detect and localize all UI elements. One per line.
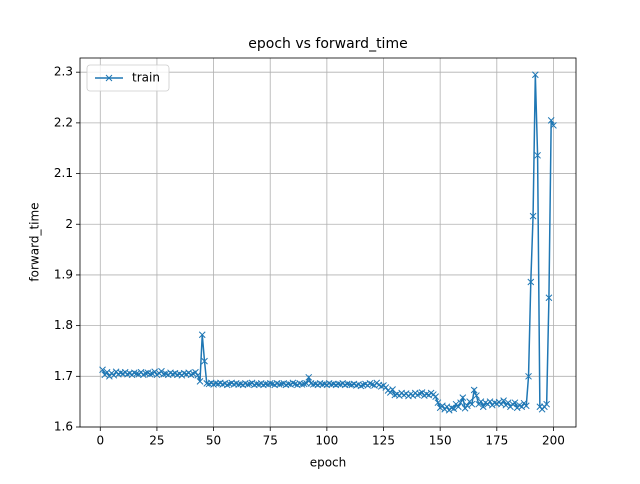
marker bbox=[418, 389, 426, 396]
marker bbox=[470, 386, 478, 394]
marker bbox=[454, 403, 462, 411]
y-tick-label: 2.2 bbox=[54, 115, 73, 129]
x-tick-label: 175 bbox=[485, 434, 508, 448]
y-tick-label: 2.3 bbox=[54, 65, 73, 79]
axes-frame bbox=[79, 57, 577, 428]
marker bbox=[511, 399, 519, 407]
marker bbox=[527, 278, 535, 286]
legend-box bbox=[86, 64, 170, 92]
marker bbox=[448, 404, 455, 412]
marker bbox=[457, 399, 464, 407]
y-tick-label: 1.9 bbox=[54, 267, 73, 281]
marker bbox=[529, 212, 537, 220]
x-tick-label: 0 bbox=[96, 434, 104, 448]
marker bbox=[305, 373, 313, 381]
marker bbox=[550, 122, 557, 129]
marker bbox=[187, 371, 195, 379]
marker bbox=[146, 370, 154, 378]
marker bbox=[545, 294, 553, 302]
marker bbox=[504, 399, 512, 407]
marker bbox=[192, 368, 199, 376]
marker bbox=[479, 403, 487, 411]
marker bbox=[547, 116, 555, 124]
marker bbox=[151, 368, 159, 376]
marker bbox=[463, 402, 471, 410]
x-tick-label: 50 bbox=[206, 434, 221, 448]
x-tick-label: 150 bbox=[429, 434, 452, 448]
marker bbox=[158, 367, 165, 375]
x-tick-label: 125 bbox=[372, 434, 395, 448]
legend-marker bbox=[105, 74, 113, 82]
marker bbox=[459, 394, 467, 401]
x-tick-label: 25 bbox=[149, 434, 164, 448]
marker bbox=[133, 370, 140, 378]
marker bbox=[416, 390, 424, 397]
y-tick-label: 1.6 bbox=[54, 420, 73, 434]
marker bbox=[531, 71, 539, 79]
x-tick-label: 200 bbox=[542, 434, 565, 448]
chart-title: epoch vs forward_time bbox=[248, 36, 407, 52]
marker bbox=[289, 379, 297, 387]
marker bbox=[357, 382, 365, 390]
marker bbox=[386, 389, 394, 396]
marker bbox=[434, 399, 442, 407]
marker bbox=[534, 151, 541, 159]
marker bbox=[300, 380, 308, 388]
marker bbox=[368, 381, 376, 388]
x-tick-label: 100 bbox=[315, 434, 338, 448]
marker bbox=[522, 402, 530, 410]
y-tick-label: 1.8 bbox=[54, 318, 73, 332]
marker bbox=[468, 400, 476, 408]
marker bbox=[543, 400, 551, 408]
marker bbox=[366, 380, 374, 387]
marker bbox=[500, 397, 507, 404]
marker bbox=[450, 405, 458, 413]
y-tick-label: 2 bbox=[65, 217, 73, 231]
marker bbox=[99, 366, 106, 374]
marker bbox=[196, 378, 204, 385]
x-tick-label: 75 bbox=[263, 434, 278, 448]
marker bbox=[130, 369, 138, 377]
marker bbox=[244, 381, 251, 388]
y-axis-label: forward_time bbox=[28, 202, 42, 281]
marker bbox=[432, 393, 439, 400]
marker bbox=[194, 371, 202, 379]
marker bbox=[473, 392, 480, 399]
marker bbox=[525, 372, 532, 380]
marker bbox=[198, 331, 206, 339]
marker bbox=[201, 357, 208, 365]
y-tick-label: 1.7 bbox=[54, 369, 73, 383]
legend-label: train bbox=[132, 71, 160, 85]
marker bbox=[223, 381, 231, 389]
x-axis-label: epoch bbox=[310, 456, 347, 470]
y-tick-label: 2.1 bbox=[54, 166, 73, 180]
marker bbox=[266, 380, 274, 387]
